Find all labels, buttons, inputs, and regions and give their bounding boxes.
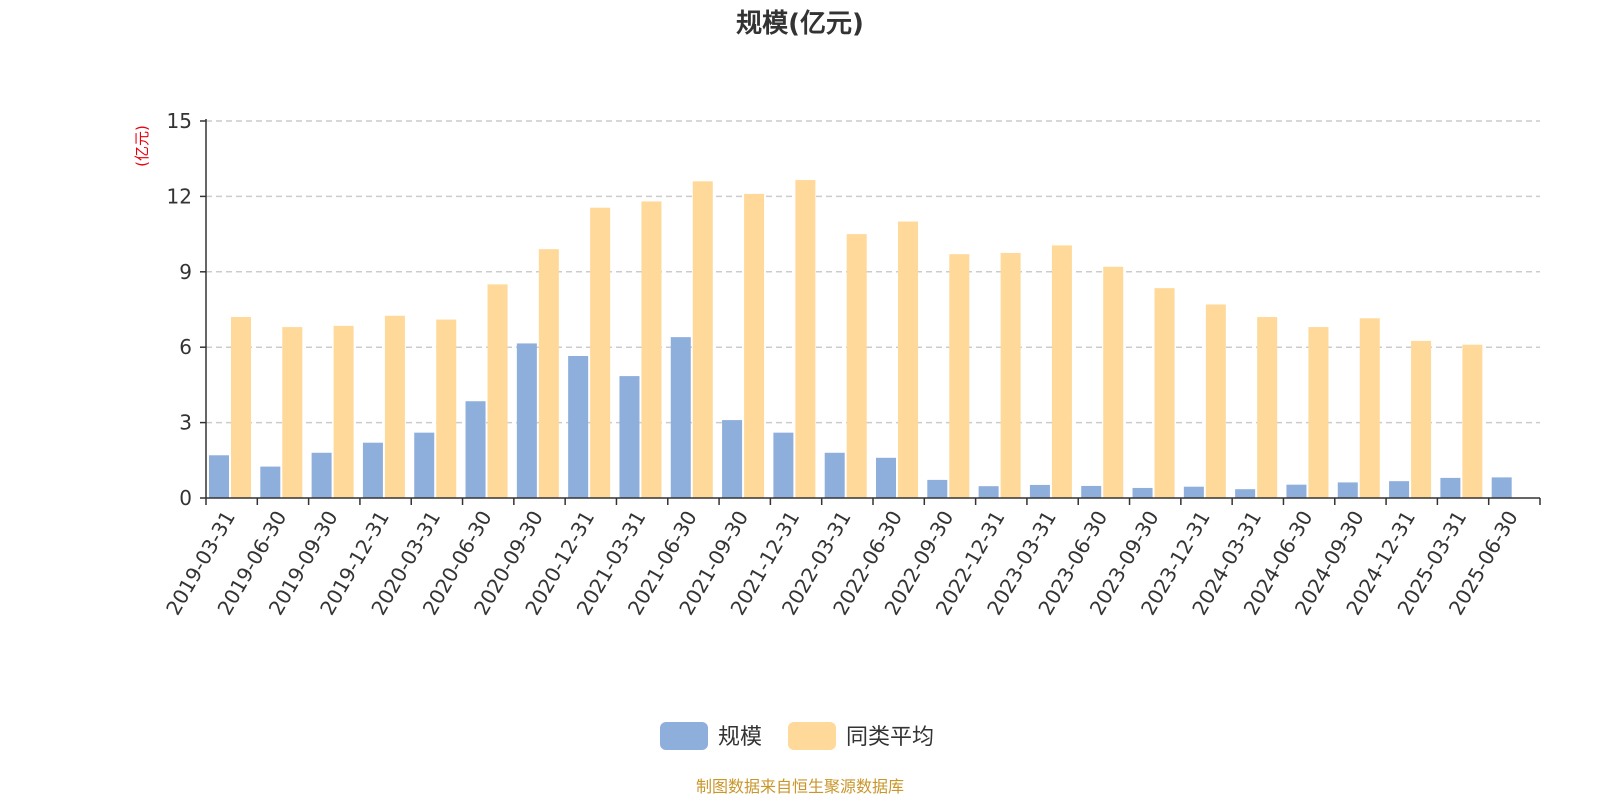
bar-series-0[interactable]: [1440, 477, 1461, 498]
bar-series-1[interactable]: [692, 181, 713, 498]
bar-series-0[interactable]: [414, 432, 435, 498]
bar-series-1[interactable]: [898, 221, 918, 499]
bar-series-1[interactable]: [1411, 340, 1432, 498]
bar-series-1[interactable]: [333, 325, 354, 498]
bar-series-1[interactable]: [1462, 344, 1483, 498]
legend-swatch-series-1[interactable]: [788, 722, 836, 750]
bar-series-1[interactable]: [1257, 317, 1278, 498]
y-axis-unit-label: (亿元): [133, 125, 151, 167]
bar-series-1[interactable]: [384, 315, 405, 498]
bar-series-0[interactable]: [773, 432, 794, 498]
y-tick-label: 12: [167, 184, 192, 208]
bar-series-1[interactable]: [795, 180, 816, 498]
bar-series-0[interactable]: [619, 376, 640, 498]
y-tick-label: 9: [179, 260, 192, 284]
bar-series-1[interactable]: [487, 284, 508, 498]
bar-series-1[interactable]: [846, 234, 867, 498]
bar-series-0[interactable]: [1491, 477, 1512, 498]
data-source-note: 制图数据来自恒生聚源数据库: [696, 777, 904, 796]
bar-series-0[interactable]: [1235, 489, 1256, 498]
bar-series-0[interactable]: [1286, 484, 1307, 498]
bar-series-0[interactable]: [465, 401, 486, 498]
bar-series-0[interactable]: [876, 457, 896, 498]
bar-series-1[interactable]: [949, 254, 970, 498]
bar-series-0[interactable]: [1081, 485, 1102, 498]
bar-series-1[interactable]: [538, 249, 559, 498]
bar-series-0[interactable]: [568, 355, 589, 498]
bar-series-0[interactable]: [1132, 487, 1153, 498]
bar-series-1[interactable]: [1205, 304, 1226, 498]
bar-series-0[interactable]: [670, 337, 691, 498]
bar-series-0[interactable]: [1389, 481, 1410, 498]
bar-series-1[interactable]: [1154, 288, 1175, 498]
bar-series-0[interactable]: [1183, 486, 1204, 498]
bar-series-0[interactable]: [1029, 484, 1050, 498]
bar-series-1[interactable]: [1308, 327, 1329, 498]
y-tick-label: 15: [167, 109, 192, 133]
bar-series-1[interactable]: [590, 207, 611, 498]
y-tick-label: 3: [179, 411, 192, 435]
legend: 规模 同类平均: [660, 722, 934, 750]
bar-series-1[interactable]: [282, 327, 303, 498]
bar-series-1[interactable]: [436, 319, 457, 498]
legend-label-series-1[interactable]: 同类平均: [846, 725, 934, 750]
legend-swatch-series-0[interactable]: [660, 722, 708, 750]
y-tick-label: 0: [179, 486, 192, 510]
bar-series-1[interactable]: [744, 193, 765, 499]
y-tick-label: 6: [179, 335, 192, 359]
bar-series-0[interactable]: [260, 466, 281, 498]
axes: [200, 119, 1541, 505]
bar-series-0[interactable]: [516, 343, 537, 498]
bar-series-0[interactable]: [1337, 482, 1358, 498]
bar-series-1[interactable]: [1051, 245, 1072, 498]
bar-series-0[interactable]: [311, 452, 332, 498]
bar-series-0[interactable]: [209, 455, 229, 498]
bar-series-1[interactable]: [231, 317, 251, 498]
bar-series-1[interactable]: [1359, 318, 1380, 498]
bar-series-0[interactable]: [824, 452, 845, 498]
bar-series-1[interactable]: [1000, 252, 1021, 498]
bar-series-0[interactable]: [927, 479, 948, 498]
bars: [209, 180, 1512, 499]
bar-series-0[interactable]: [362, 442, 383, 498]
x-tick-labels: 2019-03-312019-06-302019-09-302019-12-31…: [161, 507, 1523, 620]
legend-label-series-0[interactable]: 规模: [718, 725, 762, 750]
bar-series-1[interactable]: [641, 201, 662, 498]
bar-series-0[interactable]: [978, 486, 999, 498]
y-tick-labels: 0 3 6 9 12 15: [167, 109, 192, 510]
bar-series-1[interactable]: [1103, 266, 1124, 498]
bar-series-0[interactable]: [722, 420, 743, 498]
chart-title: 规模(亿元): [736, 9, 864, 39]
gridlines: [206, 120, 1540, 424]
